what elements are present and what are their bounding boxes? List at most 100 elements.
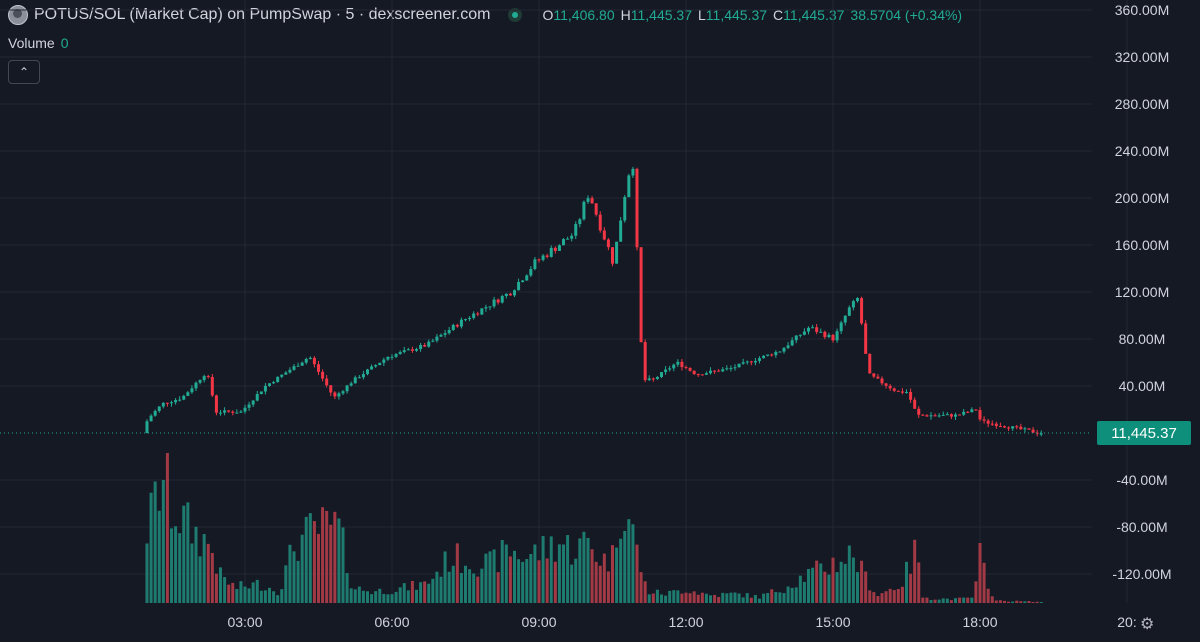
settings-gear-icon[interactable]: ⚙ <box>1140 616 1155 633</box>
volume-bar <box>206 543 210 603</box>
x-tick-label: 09:00 <box>521 614 556 630</box>
volume-bar <box>847 545 851 603</box>
candle-body <box>317 364 320 372</box>
candle-body <box>868 353 872 374</box>
volume-bar <box>741 597 745 603</box>
candle-body <box>635 168 639 248</box>
candle-body <box>676 361 680 365</box>
candle-body <box>896 390 900 392</box>
candle-body <box>206 376 210 378</box>
volume-bar <box>749 597 753 603</box>
candle-body <box>435 336 439 341</box>
candle-body <box>860 298 864 324</box>
volume-bar <box>337 518 341 603</box>
volume-bar <box>590 549 594 603</box>
candle-body <box>790 340 794 346</box>
volume-bar <box>353 589 357 603</box>
live-status-icon[interactable] <box>508 8 523 22</box>
volume-bar <box>394 591 398 603</box>
volume-bar <box>533 544 537 603</box>
candle-body <box>406 349 410 351</box>
candle-body <box>243 407 247 412</box>
volume-bar <box>880 593 884 603</box>
candle-body <box>594 203 598 215</box>
volume-bar <box>427 583 431 603</box>
volume-bar <box>557 544 561 603</box>
candle-body <box>394 354 398 357</box>
candle-body <box>574 224 578 236</box>
ohlc-readout: O11,406.80 H11,445.37 L11,445.37 C11,445… <box>542 7 962 23</box>
volume-bar <box>272 591 276 603</box>
candle-body <box>292 366 296 370</box>
volume-bar <box>219 567 222 603</box>
candle-body <box>660 372 663 377</box>
candle-body <box>562 239 565 246</box>
volume-bar <box>986 588 990 603</box>
candle-body <box>312 357 316 365</box>
candle-body <box>1019 426 1023 430</box>
volume-bar <box>472 573 476 603</box>
x-tick-label: 03:00 <box>227 614 262 630</box>
volume-bar <box>962 597 966 603</box>
candle-body <box>157 406 161 411</box>
candle-body <box>366 369 369 375</box>
candle-body <box>419 345 423 349</box>
volume-bar <box>700 592 704 603</box>
volume-bar <box>488 551 492 603</box>
candle-body <box>451 324 455 331</box>
volume-bar <box>831 557 835 603</box>
candle-body <box>439 334 443 337</box>
volume-bar <box>692 591 696 603</box>
volume-bar <box>990 596 994 603</box>
candle-body <box>721 369 725 372</box>
volume-bar <box>1031 602 1035 603</box>
volume-bar <box>949 600 953 603</box>
volume-bar <box>717 597 721 603</box>
candle-body <box>541 255 545 260</box>
volume-bar <box>190 543 194 603</box>
candle-body <box>717 370 721 372</box>
volume-bar <box>945 598 949 603</box>
candle-body <box>917 408 921 415</box>
candle-body <box>300 362 304 366</box>
candle-body <box>688 367 692 371</box>
volume-bar <box>308 513 312 603</box>
candle-body <box>333 392 337 397</box>
candle-body <box>982 419 986 421</box>
candle-body <box>606 239 610 248</box>
candle-body <box>459 319 463 327</box>
volume-bar <box>484 553 488 603</box>
volume-value: 0 <box>60 35 69 51</box>
candle-body <box>296 365 300 367</box>
candle-body <box>165 402 169 404</box>
volume-bar <box>223 577 227 603</box>
candle-body <box>545 255 549 257</box>
candle-body <box>770 354 774 356</box>
candle-body <box>696 374 700 376</box>
volume-bar <box>905 561 908 603</box>
y-tick-label: 200.00M <box>1115 190 1169 206</box>
volume-bar <box>676 590 680 603</box>
volume-bar <box>900 586 904 603</box>
candle-body <box>843 315 847 323</box>
candle-body <box>909 391 913 400</box>
candle-body <box>468 317 472 320</box>
volume-bar <box>517 559 521 603</box>
volume-bar <box>737 593 741 603</box>
volume-bar <box>921 597 925 603</box>
candle-body <box>263 385 267 392</box>
volume-bar <box>864 571 868 603</box>
volume-bar <box>247 588 251 603</box>
candle-body <box>496 299 500 303</box>
volume-bar <box>263 590 267 603</box>
candle-body <box>986 420 990 424</box>
candle-body <box>431 340 435 342</box>
volume-bar <box>762 593 766 603</box>
volume-bar <box>239 581 243 603</box>
collapse-legend-button[interactable]: ⌃ <box>8 60 40 84</box>
volume-bar <box>435 571 439 603</box>
volume-bar <box>909 573 913 603</box>
volume-bar <box>562 544 565 603</box>
candle-body <box>807 327 810 332</box>
